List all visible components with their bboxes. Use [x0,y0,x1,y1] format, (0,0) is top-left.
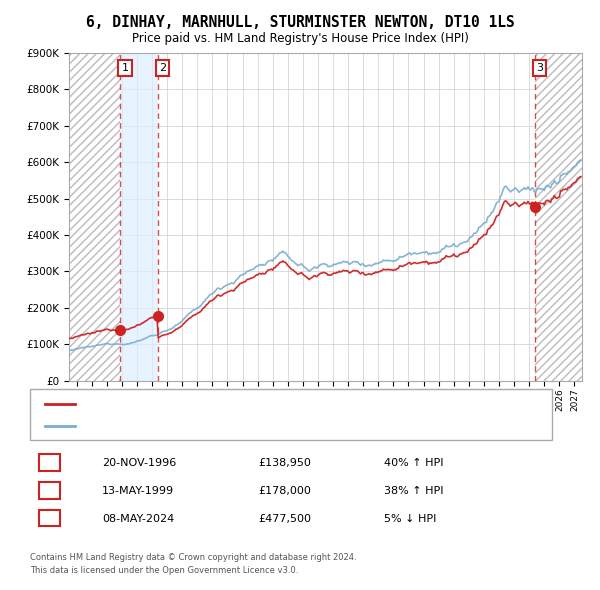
Text: 38% ↑ HPI: 38% ↑ HPI [384,486,443,496]
Text: £178,000: £178,000 [258,486,311,496]
Text: 40% ↑ HPI: 40% ↑ HPI [384,458,443,468]
Text: £138,950: £138,950 [258,458,311,468]
Text: 5% ↓ HPI: 5% ↓ HPI [384,514,436,523]
Text: 13-MAY-1999: 13-MAY-1999 [102,486,174,496]
Bar [120,53,158,381]
Bar [69,53,120,381]
Text: 6, DINHAY, MARNHULL, STURMINSTER NEWTON, DT10 1LS: 6, DINHAY, MARNHULL, STURMINSTER NEWTON,… [86,15,514,30]
Text: This data is licensed under the Open Government Licence v3.0.: This data is licensed under the Open Gov… [30,566,298,575]
Text: 20-NOV-1996: 20-NOV-1996 [102,458,176,468]
Text: 2: 2 [159,63,166,73]
Text: 3: 3 [46,512,53,525]
Text: Contains HM Land Registry data © Crown copyright and database right 2024.: Contains HM Land Registry data © Crown c… [30,553,356,562]
Text: Price paid vs. HM Land Registry's House Price Index (HPI): Price paid vs. HM Land Registry's House … [131,32,469,45]
Text: 3: 3 [536,63,543,73]
Text: HPI: Average price, detached house, Dorset: HPI: Average price, detached house, Dors… [81,421,295,431]
Text: £477,500: £477,500 [258,514,311,523]
Text: 2: 2 [46,484,53,497]
Text: 6, DINHAY, MARNHULL, STURMINSTER NEWTON, DT10 1LS (detached house): 6, DINHAY, MARNHULL, STURMINSTER NEWTON,… [81,399,457,409]
Bar [535,53,582,381]
Text: 1: 1 [46,457,53,470]
Text: 08-MAY-2024: 08-MAY-2024 [102,514,174,523]
Text: 1: 1 [122,63,128,73]
